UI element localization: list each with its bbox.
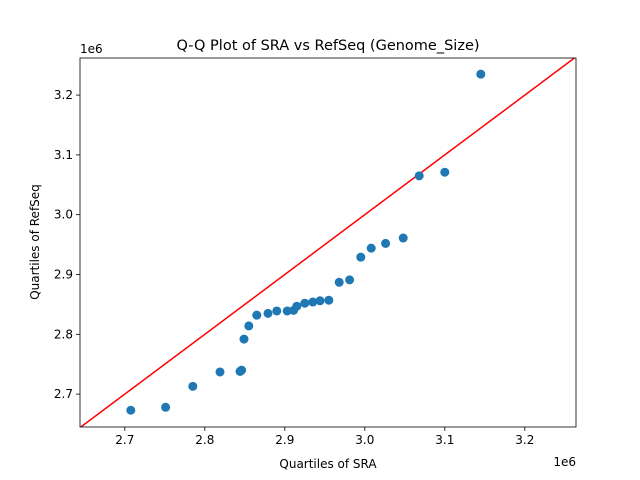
x-tick-label: 3.1 [435, 433, 454, 447]
data-point [476, 69, 486, 79]
data-point [263, 308, 273, 318]
y-tick-label: 2.9 [54, 267, 73, 281]
x-offset-label: 1e6 [553, 455, 576, 469]
x-tick-label: 2.7 [115, 433, 134, 447]
x-tick-label: 2.8 [195, 433, 214, 447]
data-point [215, 367, 225, 377]
data-point [237, 365, 247, 375]
data-point [366, 243, 376, 253]
reference-line [80, 58, 575, 427]
chart-title: Q-Q Plot of SRA vs RefSeq (Genome_Size) [176, 38, 479, 54]
data-point [292, 301, 302, 311]
y-axis-label: Quartiles of RefSeq [28, 184, 42, 300]
data-point [244, 321, 254, 331]
data-point [239, 334, 249, 344]
data-point [345, 275, 355, 285]
data-point [272, 306, 282, 316]
data-point [252, 310, 262, 320]
data-point [334, 277, 344, 287]
data-point [324, 295, 334, 305]
data-point [440, 167, 450, 177]
y-tick-label: 3.2 [54, 88, 73, 102]
data-point [161, 402, 171, 412]
y-tick-label: 3.1 [54, 148, 73, 162]
x-axis-label: Quartiles of SRA [279, 457, 377, 471]
data-point [308, 297, 318, 307]
data-point [381, 238, 391, 248]
data-point [414, 171, 424, 181]
y-offset-label: 1e6 [80, 42, 103, 56]
data-point [300, 298, 310, 308]
y-tick-label: 3.0 [54, 208, 73, 222]
plot-frame [79, 57, 577, 428]
x-tick-label: 3.0 [355, 433, 374, 447]
data-point [356, 252, 366, 262]
x-tick-label: 2.9 [275, 433, 294, 447]
y-tick-label: 2.8 [54, 327, 73, 341]
data-point [315, 296, 325, 306]
data-point [398, 233, 408, 243]
data-point [126, 405, 136, 415]
y-tick-label: 2.7 [54, 387, 73, 401]
x-tick-label: 3.2 [515, 433, 534, 447]
data-point [188, 381, 198, 391]
